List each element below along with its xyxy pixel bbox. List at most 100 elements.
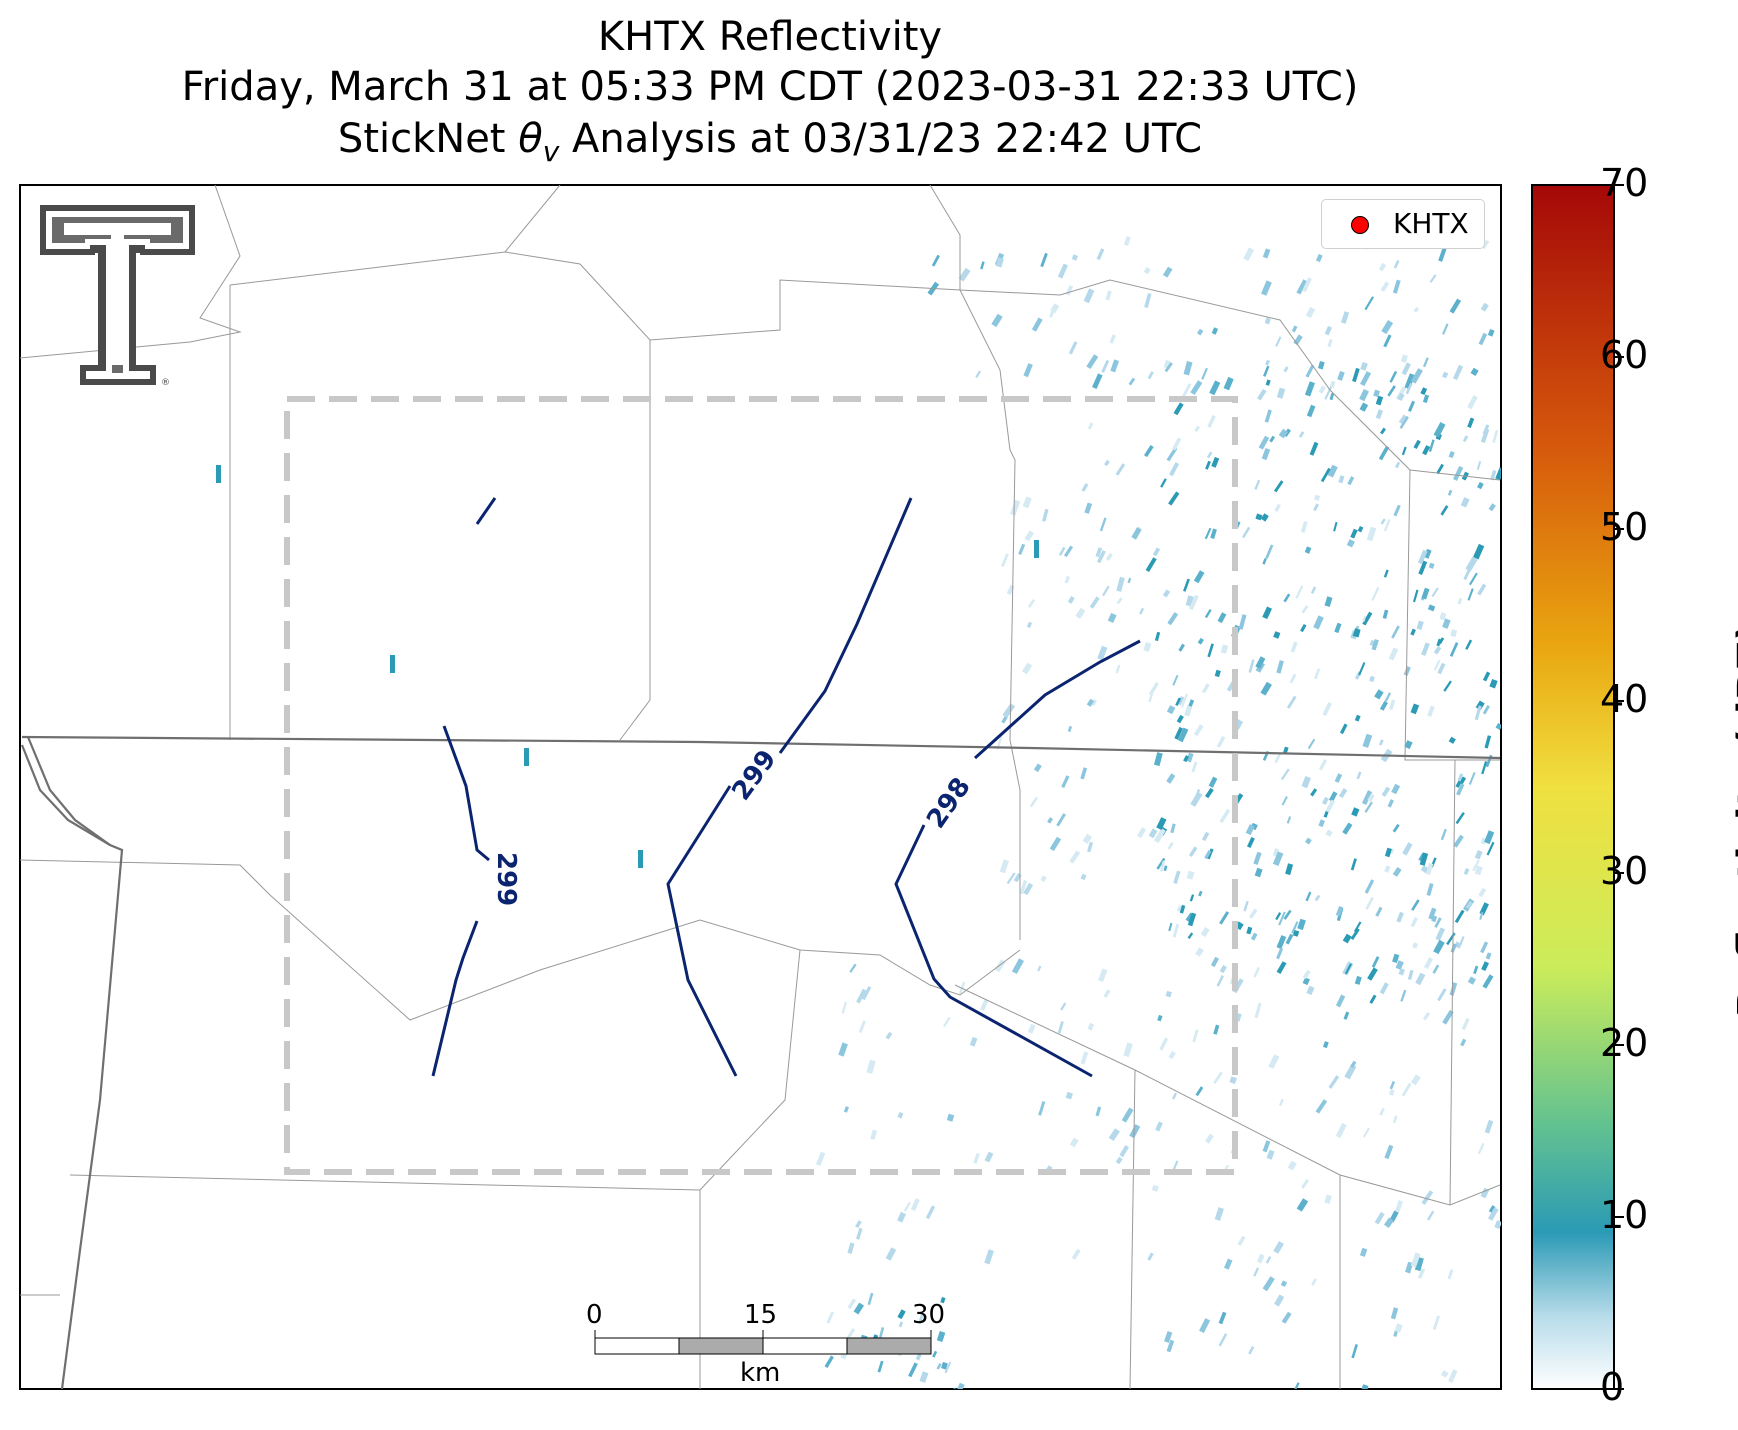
echo-pixel (1324, 325, 1333, 336)
echo-pixel (1283, 593, 1291, 603)
echo-pixel (1473, 965, 1479, 975)
echo-pixel (1115, 664, 1121, 674)
echo-pixel (1322, 796, 1329, 805)
echo-pixel (1175, 697, 1182, 707)
echo-pixel (1027, 1023, 1036, 1034)
echo-pixel (1428, 562, 1435, 569)
echo-pixel (1071, 1248, 1081, 1260)
echo-pixel (1301, 776, 1311, 789)
echo-pixel (847, 1242, 855, 1254)
echo-pixel (1367, 967, 1378, 981)
echo-pixel (1301, 1179, 1310, 1189)
echo-pixel (1434, 917, 1442, 928)
echo-pixel (1166, 705, 1176, 715)
echo-pixel (1453, 364, 1464, 381)
echo-pixel (1278, 1098, 1284, 1107)
echo-pixel (1116, 597, 1123, 605)
echo-pixel (1382, 609, 1389, 619)
echo-pixel (1383, 569, 1389, 578)
echo-pixel (1482, 974, 1494, 989)
echo-pixel (1018, 543, 1026, 556)
echo-pixel (1495, 722, 1501, 731)
echo-pixel (1439, 612, 1447, 621)
echo-pixel (1248, 659, 1255, 673)
echo-pixel (1463, 868, 1470, 875)
echo-pixel (1350, 928, 1360, 941)
echo-pixel (1174, 726, 1183, 740)
echo-pixel (1024, 530, 1034, 542)
echo-pixel (1287, 1160, 1297, 1171)
echo-pixel (1166, 1339, 1175, 1353)
echo-pixel (1183, 578, 1190, 592)
title-line-3: StickNet θv Analysis at 03/31/23 22:42 U… (337, 116, 1203, 168)
echo-pixel (1027, 599, 1036, 608)
echo-pixel (1442, 371, 1449, 379)
echo-pixel (1087, 1022, 1095, 1031)
echo-pixel (1148, 693, 1154, 703)
echo-pixel (1286, 816, 1292, 824)
echo-pixel (1364, 296, 1374, 311)
title-line-2: Friday, March 31 at 05:33 PM CDT (2023-0… (181, 64, 1359, 110)
echo-pixel (1090, 698, 1098, 706)
echo-pixel (1237, 1235, 1246, 1246)
echo-pixel (1337, 370, 1345, 381)
echo-pixel (1325, 799, 1336, 813)
echo-pixel (1490, 469, 1497, 481)
echo-pixel (1417, 1268, 1426, 1279)
echo-pixel (1193, 570, 1205, 584)
echo-pixel (1186, 870, 1195, 880)
echo-pixel (1484, 830, 1495, 845)
echo-pixel (1379, 982, 1389, 995)
echo-pixel (1283, 909, 1292, 920)
echo-pixel (1254, 1002, 1262, 1019)
echo-pixel (1300, 521, 1308, 533)
echo-pixel (1285, 933, 1294, 945)
echo-pixel (1143, 641, 1152, 653)
echo-pixel (1258, 435, 1270, 450)
echo-pixel (1412, 589, 1419, 603)
echo-pixel (1254, 479, 1261, 490)
echo-pixel (1143, 267, 1151, 275)
echo-pixel (1069, 1137, 1079, 1148)
echo-pixel (1105, 290, 1112, 301)
echo-pixel (1365, 897, 1374, 910)
echo-pixel (1374, 689, 1384, 700)
echo-pixel (1042, 508, 1049, 522)
echo-pixel (1153, 752, 1163, 767)
echo-pixel (999, 859, 1009, 874)
echo-pixel (1407, 969, 1414, 980)
echo-pixel (1060, 1002, 1067, 1011)
echo-pixel (1264, 359, 1271, 366)
echo-pixel (1419, 852, 1429, 866)
echo-pixel (1195, 1086, 1204, 1097)
echo-pixel (1302, 969, 1311, 980)
echo-pixel (1314, 894, 1321, 902)
echo-pixel (1465, 556, 1478, 572)
echo-pixel (1313, 503, 1319, 512)
echo-pixel (1469, 572, 1478, 586)
echo-pixel (1162, 266, 1173, 278)
echo-pixel (1317, 361, 1325, 370)
echo-pixel (1320, 467, 1331, 483)
echo-pixel (910, 1198, 920, 1212)
echo-pixel (1436, 463, 1444, 475)
echo-pixel (1318, 819, 1325, 828)
echo-pixel (1427, 604, 1436, 612)
echo-pixel (1089, 596, 1100, 609)
echo-pixel (1447, 1269, 1454, 1280)
echo-pixel (1410, 703, 1420, 715)
echo-pixel (1381, 319, 1394, 335)
echo-pixel (1165, 990, 1172, 998)
echo-pixel (1281, 796, 1288, 806)
echo-pixel (1404, 373, 1416, 390)
echo-pixel (1401, 362, 1411, 376)
echo-pixel (1011, 958, 1024, 975)
echo-pixel (918, 1314, 924, 1325)
echo-pixel (1463, 569, 1471, 581)
echo-pixel (1354, 975, 1362, 985)
echo-pixel (1329, 380, 1336, 388)
echo-pixel (1264, 409, 1272, 423)
echo-pixel (1495, 467, 1501, 481)
echo-pixel (1393, 260, 1400, 269)
echo-pixel (1440, 1370, 1449, 1378)
